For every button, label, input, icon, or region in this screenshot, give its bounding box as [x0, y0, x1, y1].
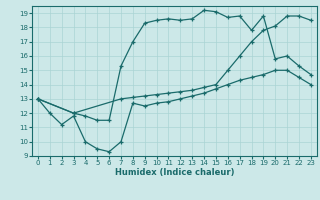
X-axis label: Humidex (Indice chaleur): Humidex (Indice chaleur): [115, 168, 234, 177]
